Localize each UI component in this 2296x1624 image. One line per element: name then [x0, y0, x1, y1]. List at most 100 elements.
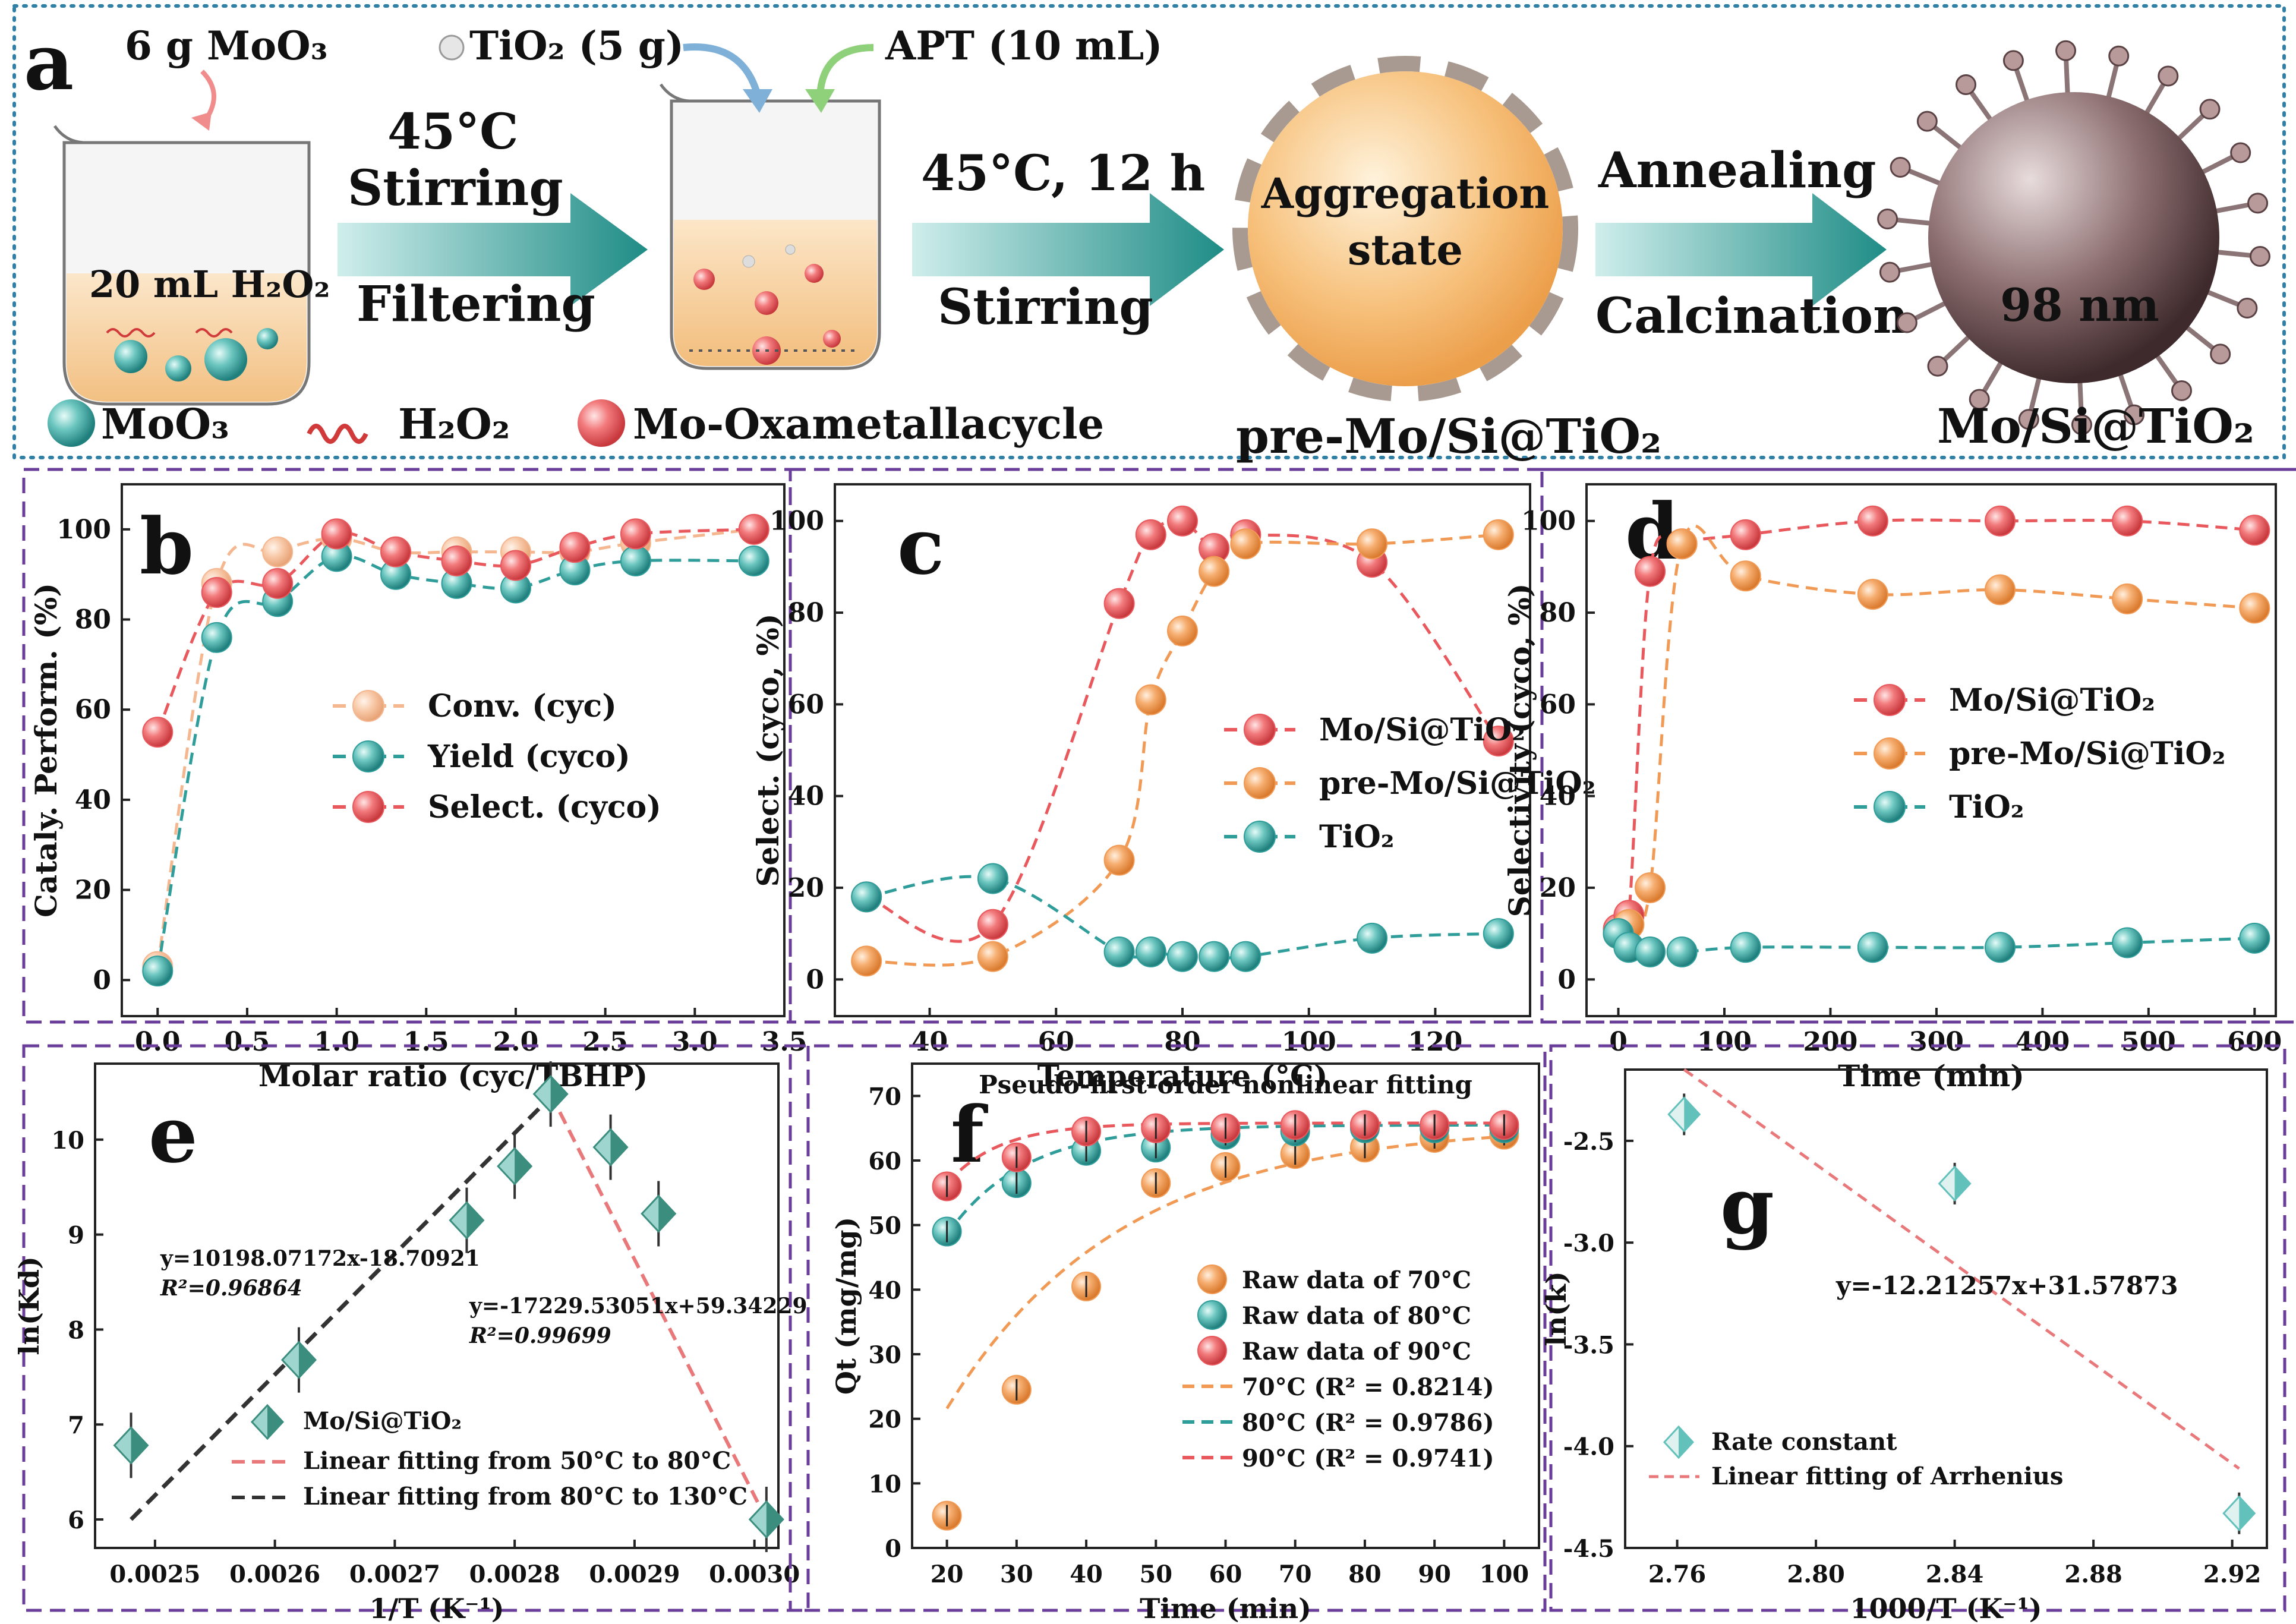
- y-tick-label-g: -2.5: [1563, 1128, 1614, 1156]
- particle-spike-tip: [2108, 45, 2130, 67]
- data-point-c: [851, 945, 882, 977]
- legend-label-d-2: TiO₂: [1949, 789, 2024, 825]
- x-tick-label-g: 2.92: [2203, 1560, 2261, 1588]
- legend-label-c-0: Mo/Si@TiO₂: [1319, 712, 1525, 748]
- y-tick-label-g: -4.0: [1563, 1433, 1614, 1461]
- x-tick-label-f: 40: [1070, 1560, 1103, 1588]
- particle-spike-tip: [1896, 312, 1917, 333]
- data-point-d: [1857, 579, 1888, 610]
- y-tick-label-e: 6: [68, 1506, 84, 1534]
- legend-label-b-2: Select. (cyco): [428, 789, 661, 825]
- legend-label-c-2: TiO₂: [1319, 819, 1395, 855]
- data-point-c: [977, 863, 1008, 894]
- step1-line3: Filtering: [357, 276, 595, 333]
- moo3-amount-label: 6 g MoO₃: [125, 23, 328, 69]
- x-tick-label-d: 0: [1609, 1027, 1628, 1057]
- y-tick-label-c: 100: [769, 506, 824, 537]
- x-tick-label-b: 0.5: [225, 1027, 270, 1057]
- mo-si-tio2-particle: [1928, 92, 2219, 383]
- legend-label-b-0: Conv. (cyc): [428, 688, 617, 724]
- data-point-g-shade: [1684, 1098, 1700, 1131]
- data-point-c: [1103, 588, 1135, 619]
- x-tick-label-d: 600: [2227, 1027, 2282, 1057]
- data-point-c: [1483, 519, 1514, 550]
- y-tick-label-b: 60: [75, 695, 111, 725]
- data-point-d: [2112, 583, 2143, 614]
- fit-equation-g: y=-12.21257x+31.57873: [1835, 1271, 2178, 1300]
- plot-area-e: [94, 1062, 780, 1549]
- aggregation-line1: Aggregation: [1261, 169, 1549, 218]
- step2-line1: 45°C, 12 h: [921, 145, 1205, 202]
- x-tick-label-e: 0.0028: [469, 1560, 560, 1588]
- panel-frame-e: [22, 1044, 810, 1612]
- mo-si-tio2-label: Mo/Si@TiO₂: [1937, 398, 2254, 454]
- x-tick-label-d: 100: [1697, 1027, 1752, 1057]
- particle-spike-tip: [2158, 65, 2179, 87]
- panel-letter-b: b: [140, 501, 194, 592]
- data-point-b: [441, 545, 472, 576]
- data-point-b: [262, 536, 294, 567]
- x-tick-label-e: 0.0026: [229, 1560, 320, 1588]
- particle-spike-tip: [2071, 414, 2092, 436]
- legend-marker-b-2: [352, 791, 384, 823]
- x-axis-label-g: 1000/T (K⁻¹): [1850, 1593, 2042, 1624]
- legend-label-f-1: Raw data of 80°C: [1242, 1302, 1471, 1330]
- y-axis-label-f: Qt (mg/mg): [830, 1217, 862, 1395]
- y-tick-label-e: 9: [68, 1222, 84, 1250]
- legend-label-d-1: pre-Mo/Si@TiO₂: [1949, 736, 2226, 772]
- y-tick-label-b: 0: [93, 965, 111, 995]
- legend-h2o2-label: H₂O₂: [398, 399, 510, 449]
- y-tick-label-b: 100: [56, 515, 111, 545]
- tio2-amount-label: TiO₂ (5 g): [469, 23, 684, 69]
- y-tick-label-d: 40: [1540, 781, 1576, 812]
- x-axis-label-f: Time (min): [1140, 1593, 1311, 1624]
- legend-label-e-0: Mo/Si@TiO₂: [303, 1407, 462, 1435]
- panel-a-frame: [12, 4, 2286, 459]
- legend-label-f-fit-2: 90°C (R² = 0.9741): [1242, 1445, 1494, 1472]
- legend-marker-d-0: [1874, 684, 1906, 716]
- y-axis-label-b: Cataly. Perform. (%): [29, 583, 64, 917]
- data-point-b: [321, 518, 352, 550]
- y-tick-label-c: 20: [788, 873, 824, 903]
- data-point-b: [738, 545, 769, 576]
- data-point-c: [1483, 918, 1514, 950]
- chart-title-f: Pseudo-first-order nonlinear fitting: [979, 1070, 1472, 1099]
- data-point-e-shade: [466, 1202, 484, 1238]
- x-tick-label-c: 60: [1038, 1027, 1074, 1057]
- particle-spike-tip: [2249, 245, 2270, 267]
- legend-label-f-fit-0: 70°C (R² = 0.8214): [1242, 1373, 1494, 1401]
- data-point-b: [738, 513, 769, 545]
- y-tick-label-b: 80: [75, 605, 111, 635]
- data-point-b: [262, 567, 294, 599]
- particle-spike-tip: [2018, 409, 2039, 430]
- aggregation-line2: state: [1348, 225, 1463, 275]
- legend-moo3-icon: [48, 399, 95, 447]
- particle-spike-tip: [1916, 111, 1938, 132]
- plot-area-b: [121, 483, 786, 1017]
- legend-marker-f-0: [1197, 1264, 1227, 1294]
- particle-spike-tip: [2199, 99, 2221, 120]
- beaker-2: [659, 83, 881, 370]
- data-point-c: [1135, 519, 1166, 550]
- x-tick-label-g: 2.84: [1926, 1560, 1983, 1588]
- data-point-e-shade: [515, 1148, 532, 1184]
- series-line-d: [1617, 518, 2255, 947]
- legend-label-g-1: Linear fitting of Arrhenius: [1711, 1462, 2063, 1490]
- plot-area-g: [1624, 1068, 2268, 1549]
- data-point-d: [1635, 872, 1666, 903]
- step1-line2: Stirring: [348, 160, 563, 217]
- data-point-b: [620, 545, 651, 576]
- fit1-r2: R²=0.96864: [160, 1276, 302, 1301]
- data-point-c: [1167, 941, 1198, 972]
- data-point-d: [1635, 556, 1666, 587]
- apt-add-arrow: [816, 44, 874, 96]
- data-point-d: [2112, 927, 2143, 958]
- data-point-e-shade: [131, 1427, 148, 1464]
- particle-spike-tip: [2124, 404, 2145, 425]
- beaker-1: [53, 125, 311, 406]
- fit2-equation: y=-17229.53051x+59.34229: [469, 1294, 808, 1319]
- process-arrow-3: [1595, 193, 1887, 306]
- data-point-b: [500, 550, 531, 581]
- data-point-d: [2239, 922, 2270, 954]
